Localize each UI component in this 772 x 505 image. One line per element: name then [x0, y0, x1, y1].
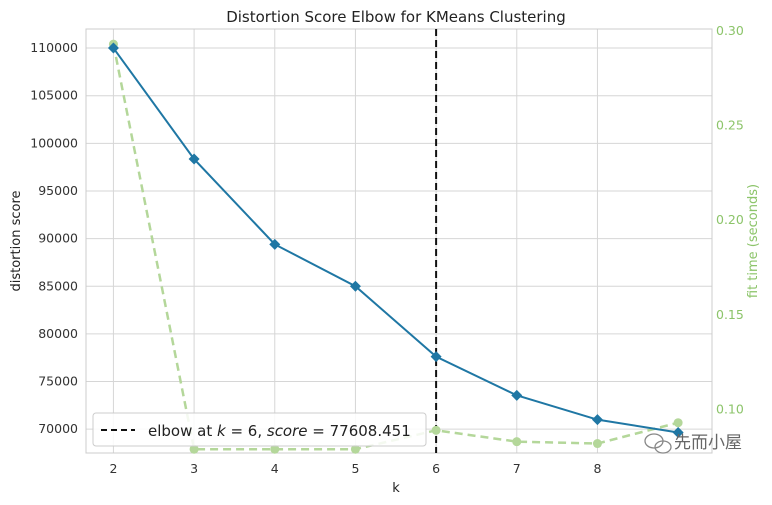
x-tick-label: 2 — [109, 461, 117, 476]
y2-axis-label: fit time (seconds) — [746, 184, 761, 298]
distortion-point — [107, 42, 119, 54]
fit-time-point — [189, 444, 199, 454]
fit-time-point — [431, 425, 441, 435]
legend-eq-2: = — [308, 422, 330, 440]
y-tick-label: 80000 — [38, 326, 78, 341]
legend-score-value: 77608.451 — [330, 422, 411, 440]
y2-tick-label: 0.15 — [716, 307, 744, 322]
y-tick-label: 85000 — [38, 278, 78, 293]
y-axis-label: distortion score — [9, 191, 24, 292]
wechat-icon — [644, 433, 672, 454]
distortion-line — [112, 47, 679, 434]
distortion-point — [672, 427, 684, 439]
legend-score-symbol: score — [267, 422, 308, 440]
legend-prefix: elbow at — [148, 422, 217, 440]
y2-tick-label: 0.25 — [716, 118, 744, 133]
legend-box — [92, 412, 427, 447]
x-tick-label: 7 — [513, 461, 521, 476]
plot-area-frame — [85, 28, 713, 454]
fit-time-point — [592, 439, 602, 449]
x-tick-label: 3 — [190, 461, 198, 476]
grid — [86, 29, 712, 453]
y-tick-label: 110000 — [30, 40, 78, 55]
legend-label: elbow at k = 6, score = 77608.451 — [148, 422, 411, 440]
fit-time-point — [512, 437, 522, 447]
y-tick-label: 100000 — [30, 135, 78, 150]
y2-tick-label: 0.20 — [716, 212, 744, 227]
legend: elbow at k = 6, score = 77608.451 — [92, 412, 427, 447]
y2-tick-label: 0.10 — [716, 401, 744, 416]
x-tick-label: 4 — [271, 461, 279, 476]
y-tick-label: 90000 — [38, 231, 78, 246]
fit-time-point — [673, 418, 683, 428]
fit-time-point — [350, 444, 360, 454]
fit-time-point — [270, 444, 280, 454]
y-tick-label: 70000 — [38, 421, 78, 436]
distortion-point — [591, 414, 603, 426]
fit-time-line — [112, 43, 679, 451]
watermark-text: 先而小屋 — [674, 433, 742, 453]
chart-title: Distortion Score Elbow for KMeans Cluste… — [226, 8, 566, 26]
y-tick-label: 75000 — [38, 374, 78, 389]
legend-k-value: 6 — [248, 422, 258, 440]
distortion-point — [188, 153, 200, 165]
legend-eq-1: = — [226, 422, 248, 440]
y2-tick-label: 0.30 — [716, 23, 744, 38]
legend-k-symbol: k — [217, 422, 227, 440]
distortion-point — [430, 351, 442, 363]
distortion-point — [349, 280, 361, 292]
y-tick-label: 95000 — [38, 183, 78, 198]
distortion-point — [511, 389, 523, 401]
x-axis-label: k — [392, 481, 400, 496]
y-tick-label: 105000 — [30, 88, 78, 103]
watermark: 先而小屋 — [644, 433, 742, 454]
x-tick-label: 5 — [351, 461, 359, 476]
distortion-point — [269, 238, 281, 250]
legend-sep: , — [257, 422, 267, 440]
x-tick-label: 6 — [432, 461, 440, 476]
x-tick-label: 8 — [593, 461, 601, 476]
